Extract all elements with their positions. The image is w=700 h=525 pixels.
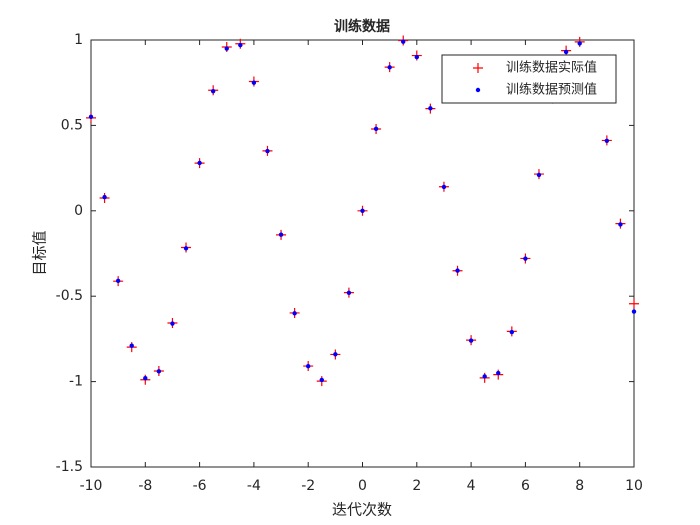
dot-marker [475, 87, 481, 93]
y-tick-label: -1.5 [56, 459, 83, 475]
dot-marker [129, 343, 134, 348]
dot-marker [360, 208, 365, 213]
x-tick-label: -4 [247, 478, 261, 494]
x-tick-label: -8 [138, 478, 152, 494]
dot-marker [387, 65, 392, 70]
dot-marker [346, 290, 352, 295]
dot-marker [414, 54, 419, 60]
dot-marker [333, 352, 338, 357]
x-tick-label: 6 [521, 478, 530, 494]
dot-marker [428, 106, 433, 111]
dot-marker [604, 138, 610, 143]
y-tick-label: 1 [74, 32, 83, 48]
dot-marker [265, 148, 270, 154]
dot-marker [455, 268, 460, 273]
dot-marker [88, 114, 94, 120]
dot-marker [618, 222, 623, 227]
dot-marker [401, 39, 406, 44]
dot-marker [468, 338, 474, 343]
y-tick-label: 0 [74, 203, 83, 219]
y-tick-label: -0.5 [56, 288, 83, 304]
y-tick-label: 0.5 [61, 117, 83, 133]
dot-marker [319, 377, 324, 383]
y-tick-label: -1 [69, 374, 83, 390]
dot-marker [156, 369, 162, 374]
dot-marker [441, 184, 447, 190]
axes-box [90, 39, 635, 468]
dot-marker [563, 49, 569, 55]
x-tick-label: -6 [193, 478, 207, 494]
dot-marker [509, 329, 515, 335]
dot-marker [102, 194, 107, 200]
dot-marker [523, 256, 528, 261]
dot-marker [115, 278, 121, 284]
dot-marker [197, 160, 202, 166]
dot-marker [631, 309, 637, 314]
dot-marker [373, 126, 379, 132]
dot-marker [482, 374, 487, 379]
plus-marker [629, 298, 639, 309]
x-tick-label: 0 [358, 478, 367, 494]
y-axis-label: 目标值 [31, 230, 49, 275]
dot-marker [143, 375, 148, 381]
dot-marker [238, 42, 243, 48]
dot-marker [210, 89, 216, 94]
legend-label: 训练数据预测值 [506, 82, 597, 98]
dot-marker [496, 370, 501, 376]
plus-marker [473, 63, 483, 73]
dot-marker [292, 311, 297, 316]
x-axis-label: 迭代次数 [332, 501, 392, 519]
chart-title: 训练数据 [334, 18, 390, 35]
x-tick-label: -10 [80, 478, 103, 494]
dot-marker [278, 232, 284, 237]
dot-marker [224, 46, 229, 51]
dot-marker [183, 246, 189, 251]
legend-box [441, 54, 617, 104]
dot-marker [536, 172, 542, 178]
dot-marker [577, 41, 582, 46]
legend-label: 训练数据实际值 [506, 60, 597, 76]
x-tick-label: 2 [412, 478, 421, 494]
dot-marker [306, 364, 311, 369]
x-tick-label: 4 [467, 478, 476, 494]
dot-marker [170, 321, 175, 326]
x-tick-label: 10 [625, 478, 643, 494]
x-tick-label: 8 [575, 478, 584, 494]
dot-marker [251, 80, 257, 85]
x-tick-label: -2 [301, 478, 315, 494]
